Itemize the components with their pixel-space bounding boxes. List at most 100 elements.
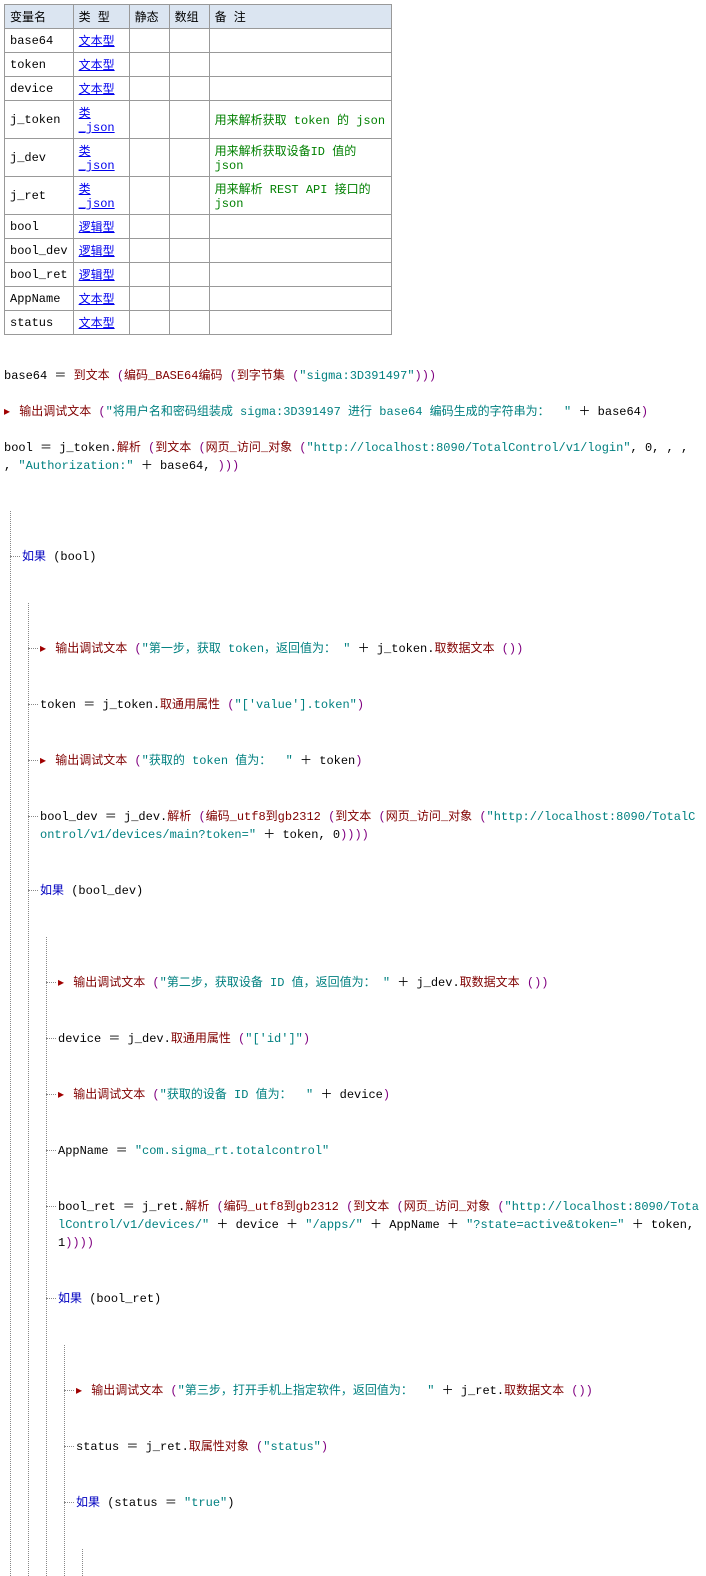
- type-link[interactable]: 文本型: [79, 83, 115, 97]
- table-row: bool 逻辑型: [5, 215, 392, 239]
- cell-type: 逻辑型: [73, 215, 129, 239]
- type-link[interactable]: 逻辑型: [79, 245, 115, 259]
- type-link[interactable]: 文本型: [79, 59, 115, 73]
- cell-array: [169, 263, 209, 287]
- cell-array: [169, 29, 209, 53]
- cell-array: [169, 53, 209, 77]
- cell-static: [129, 311, 169, 335]
- code-line: ▸ 输出调试文本 ("获取的 token 值为： " ＋ token): [40, 751, 702, 771]
- cell-type: 类_json: [73, 101, 129, 139]
- cell-type: 文本型: [73, 53, 129, 77]
- code-line: device ＝ j_dev.取通用属性 ("['id']"): [58, 1029, 702, 1049]
- code-line: AppName ＝ "com.sigma_rt.totalcontrol": [58, 1141, 702, 1161]
- type-link[interactable]: 类_json: [79, 145, 115, 173]
- cell-note: [209, 77, 391, 101]
- code-line: ▸ 输出调试文本 ("第三步，打开手机上指定软件，返回值为： " ＋ j_ret…: [76, 1381, 702, 1401]
- cell-note: 用来解析获取 token 的 json: [209, 101, 391, 139]
- type-link[interactable]: 文本型: [79, 35, 115, 49]
- code-line: ▸ 输出调试文本 ("第一步，获取 token，返回值为： " ＋ j_toke…: [40, 639, 702, 659]
- table-row: token 文本型: [5, 53, 392, 77]
- code-line: 如果 (bool_ret): [58, 1289, 702, 1309]
- type-link[interactable]: 逻辑型: [79, 269, 115, 283]
- type-link[interactable]: 类_json: [79, 183, 115, 211]
- code-line: ▸ 输出调试文本 ("将用户名和密码组装成 sigma:3D391497 进行 …: [4, 403, 702, 421]
- code-line: status ＝ j_ret.取属性对象 ("status"): [76, 1437, 702, 1457]
- cell-type: 类_json: [73, 139, 129, 177]
- cell-static: [129, 77, 169, 101]
- cell-array: [169, 139, 209, 177]
- cell-static: [129, 215, 169, 239]
- type-link[interactable]: 文本型: [79, 293, 115, 307]
- cell-name: bool_ret: [5, 263, 74, 287]
- cell-name: j_dev: [5, 139, 74, 177]
- type-link[interactable]: 逻辑型: [79, 221, 115, 235]
- cell-array: [169, 239, 209, 263]
- code-line: base64 ＝ 到文本 (编码_BASE64编码 (到字节集 ("sigma:…: [4, 367, 702, 385]
- cell-name: bool_dev: [5, 239, 74, 263]
- cell-array: [169, 77, 209, 101]
- cell-type: 逻辑型: [73, 239, 129, 263]
- cell-type: 逻辑型: [73, 263, 129, 287]
- cell-array: [169, 215, 209, 239]
- table-row: AppName 文本型: [5, 287, 392, 311]
- cell-static: [129, 239, 169, 263]
- col-array: 数组: [169, 5, 209, 29]
- table-row: j_token类_json 用来解析获取 token 的 json: [5, 101, 392, 139]
- cell-static: [129, 101, 169, 139]
- code-line: ▸ 输出调试文本 ("第二步，获取设备 ID 值，返回值为： " ＋ j_dev…: [58, 973, 702, 993]
- cell-name: AppName: [5, 287, 74, 311]
- code-line: bool_dev ＝ j_dev.解析 (编码_utf8到gb2312 (到文本…: [40, 807, 702, 845]
- cell-type: 类_json: [73, 177, 129, 215]
- code-line: bool ＝ j_token.解析 (到文本 (网页_访问_对象 ("http:…: [4, 439, 702, 475]
- table-row: bool_dev 逻辑型: [5, 239, 392, 263]
- cell-name: device: [5, 77, 74, 101]
- col-type: 类 型: [73, 5, 129, 29]
- code-line: 如果 (status ＝ "true"): [76, 1493, 702, 1513]
- table-row: j_dev类_json 用来解析获取设备ID 值的 json: [5, 139, 392, 177]
- table-row: base64 文本型: [5, 29, 392, 53]
- cell-name: bool: [5, 215, 74, 239]
- col-name: 变量名: [5, 5, 74, 29]
- cell-array: [169, 101, 209, 139]
- cell-array: [169, 287, 209, 311]
- cell-note: [209, 263, 391, 287]
- cell-static: [129, 177, 169, 215]
- table-row: bool_ret 逻辑型: [5, 263, 392, 287]
- cell-static: [129, 29, 169, 53]
- table-row: j_ret类_json 用来解析 REST API 接口的json: [5, 177, 392, 215]
- cell-static: [129, 287, 169, 311]
- cell-note: [209, 53, 391, 77]
- type-link[interactable]: 文本型: [79, 317, 115, 331]
- code-line: token ＝ j_token.取通用属性 ("['value'].token"…: [40, 695, 702, 715]
- variable-table: 变量名 类 型 静态 数组 备 注 base64文本型token文本型devic…: [4, 4, 392, 335]
- code-block: base64 ＝ 到文本 (编码_BASE64编码 (到字节集 ("sigma:…: [4, 349, 702, 1576]
- type-link[interactable]: 类_json: [79, 107, 115, 135]
- col-static: 静态: [129, 5, 169, 29]
- cell-static: [129, 263, 169, 287]
- cell-note: [209, 311, 391, 335]
- cell-array: [169, 177, 209, 215]
- code-line: bool_ret ＝ j_ret.解析 (编码_utf8到gb2312 (到文本…: [58, 1197, 702, 1253]
- cell-type: 文本型: [73, 29, 129, 53]
- cell-type: 文本型: [73, 311, 129, 335]
- cell-array: [169, 311, 209, 335]
- cell-note: [209, 239, 391, 263]
- cell-note: 用来解析获取设备ID 值的 json: [209, 139, 391, 177]
- cell-name: status: [5, 311, 74, 335]
- table-row: status 文本型: [5, 311, 392, 335]
- cell-name: token: [5, 53, 74, 77]
- cell-name: j_token: [5, 101, 74, 139]
- cell-name: j_ret: [5, 177, 74, 215]
- cell-static: [129, 139, 169, 177]
- cell-note: [209, 287, 391, 311]
- cell-type: 文本型: [73, 77, 129, 101]
- cell-note: [209, 215, 391, 239]
- cell-name: base64: [5, 29, 74, 53]
- cell-note: [209, 29, 391, 53]
- cell-static: [129, 53, 169, 77]
- cell-note: 用来解析 REST API 接口的json: [209, 177, 391, 215]
- table-row: device 文本型: [5, 77, 392, 101]
- code-line: 如果 (bool): [22, 547, 702, 567]
- code-line: ▸ 输出调试文本 ("获取的设备 ID 值为： " ＋ device): [58, 1085, 702, 1105]
- code-line: 如果 (bool_dev): [40, 881, 702, 901]
